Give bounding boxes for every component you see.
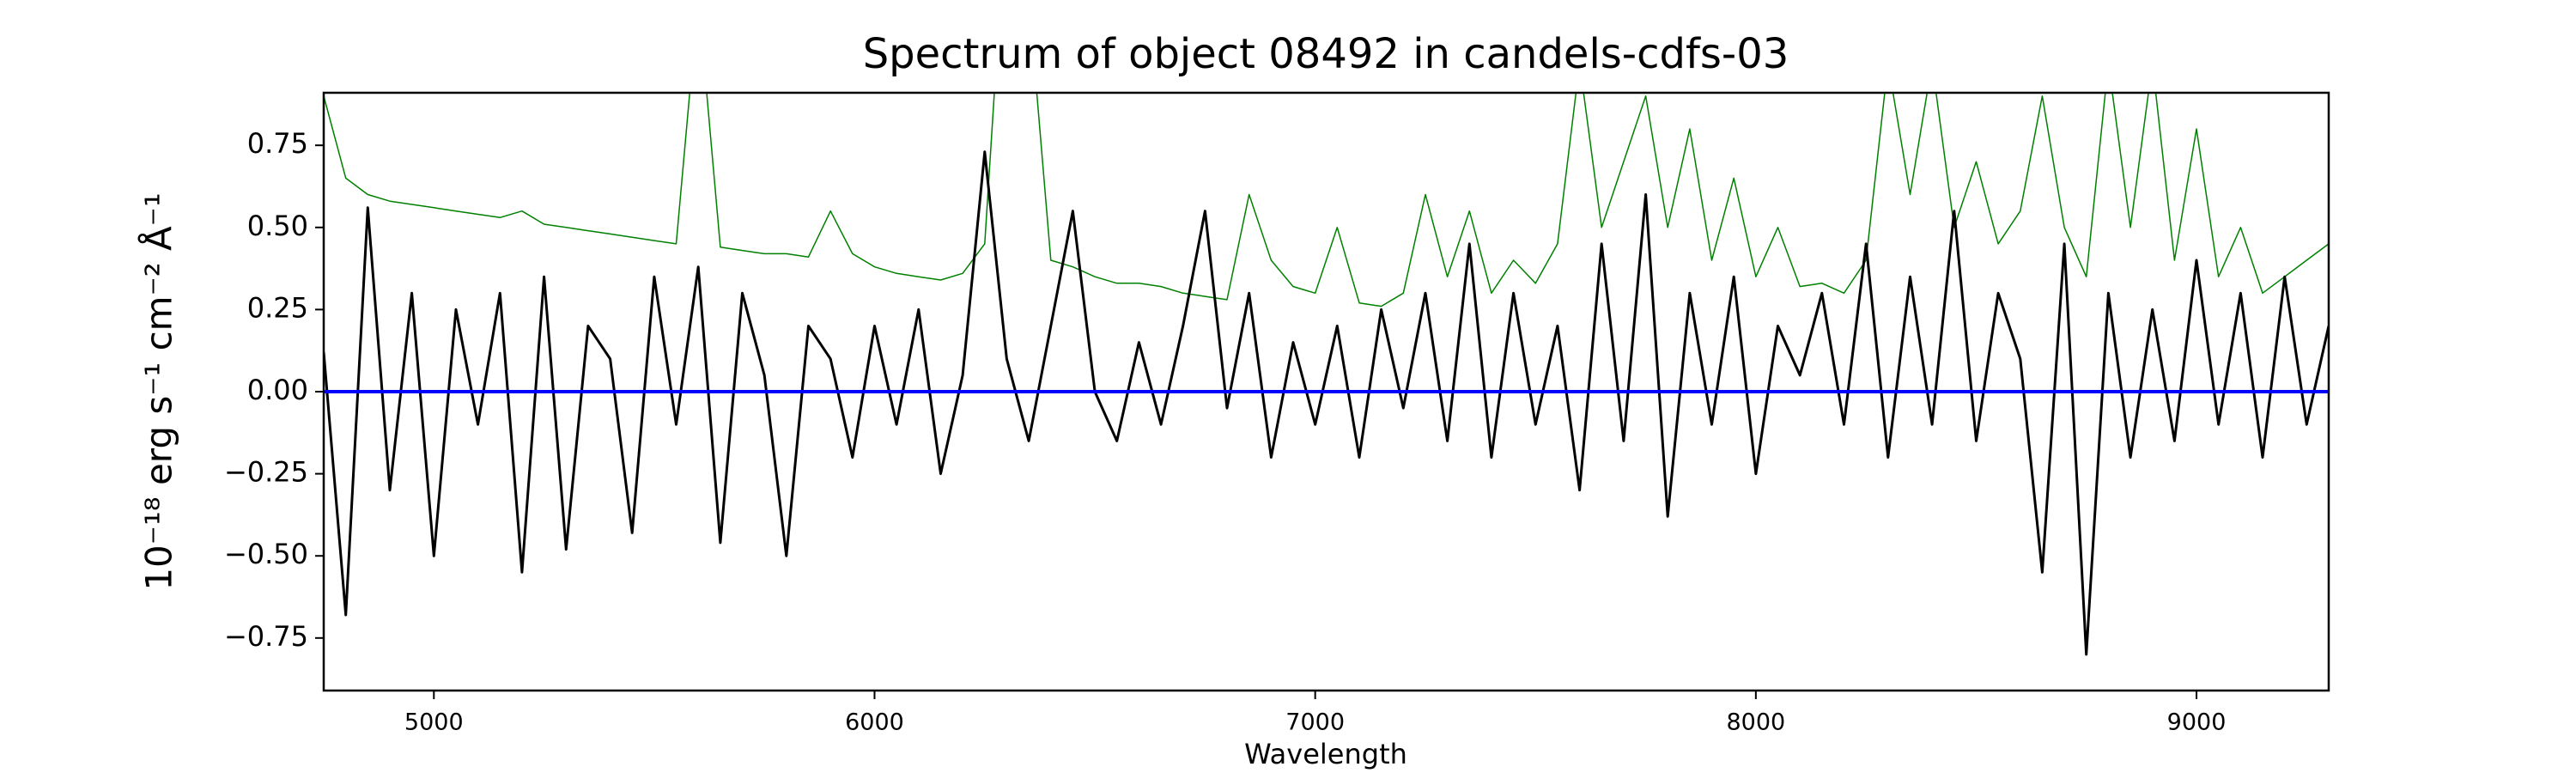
x-tick-label: 6000 (845, 709, 904, 736)
plot-area (324, 93, 2329, 656)
x-tick-label: 5000 (404, 709, 464, 736)
y-tick-label: 0.50 (247, 210, 308, 242)
x-tick-label: 9000 (2167, 709, 2227, 736)
y-tick-label: 0.75 (247, 127, 308, 160)
x-tick-label: 8000 (1726, 709, 1785, 736)
x-axis-label: Wavelength (1244, 738, 1407, 770)
x-tick-label: 7000 (1285, 709, 1345, 736)
chart-title: Spectrum of object 08492 in candels-cdfs… (863, 30, 1789, 78)
y-tick-label: 0.25 (247, 291, 308, 324)
spectrum-line (324, 150, 2329, 656)
spectrum-line (324, 93, 2329, 307)
y-tick-label: −0.75 (224, 620, 308, 653)
y-tick-label: 0.00 (247, 374, 308, 406)
y-axis-label: 10⁻¹⁸ erg s⁻¹ cm⁻² Å⁻¹ (137, 192, 180, 590)
y-tick-label: −0.50 (224, 538, 308, 570)
y-tick-label: −0.25 (224, 456, 308, 489)
